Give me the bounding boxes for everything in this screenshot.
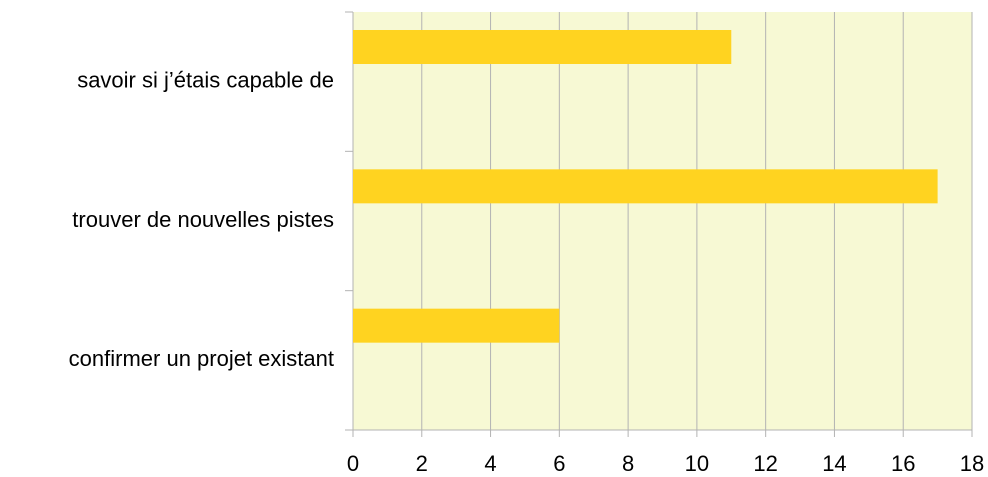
x-tick-label: 10	[685, 451, 709, 476]
bar	[353, 308, 560, 343]
plot-area	[353, 12, 972, 430]
y-tick-label: savoir si j’étais capable de	[77, 67, 334, 92]
y-tick-label: confirmer un projet existant	[69, 346, 334, 371]
x-tick-label: 16	[891, 451, 915, 476]
bar	[353, 169, 938, 204]
x-tick-label: 0	[347, 451, 359, 476]
x-tick-label: 8	[622, 451, 634, 476]
x-tick-label: 2	[416, 451, 428, 476]
x-tick-label: 18	[960, 451, 984, 476]
x-tick-label: 4	[484, 451, 496, 476]
x-tick-label: 6	[553, 451, 565, 476]
y-tick-label: trouver de nouvelles pistes	[72, 207, 334, 232]
x-tick-label: 14	[822, 451, 846, 476]
bar	[353, 30, 732, 64]
x-tick-label: 12	[753, 451, 777, 476]
